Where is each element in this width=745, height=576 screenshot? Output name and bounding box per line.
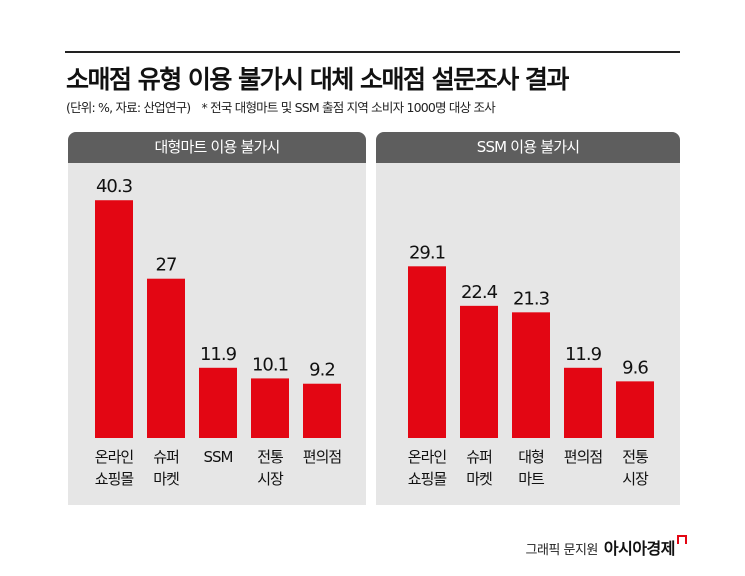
brand-mark-icon: [677, 535, 687, 544]
bar: [564, 367, 602, 438]
category-label: 쇼핑몰: [95, 470, 134, 488]
top-rule: [65, 51, 680, 53]
brand-logo: 아시아경제: [603, 539, 676, 558]
category-label: 시장: [257, 470, 284, 488]
survey-note: * 전국 대형마트 및 SSM 출점 지역 소비자 1000명 대상 조사: [201, 100, 496, 115]
data-label: 11.9: [565, 344, 602, 365]
bar: [408, 266, 446, 438]
category-label: 온라인: [95, 448, 134, 466]
chart-title: 소매점 유형 이용 불가시 대체 소매점 설문조사 결과: [66, 65, 569, 94]
category-label: 마트: [518, 470, 545, 488]
subtitle: (단위: %, 자료: 산업연구) * 전국 대형마트 및 SSM 출점 지역 …: [66, 97, 503, 116]
category-label: 편의점: [564, 448, 602, 466]
credit: 그래픽 문지원 아시아경제: [525, 535, 687, 559]
bar: [95, 200, 133, 438]
data-label: 29.1: [409, 242, 445, 263]
category-label: 편의점: [303, 448, 341, 466]
data-label: 9.6: [622, 357, 648, 378]
panel-title: 대형마트 이용 불가시: [68, 132, 366, 163]
graphic-credit: 그래픽 문지원: [525, 543, 598, 558]
category-label: 대형: [518, 448, 544, 466]
data-label: 9.2: [309, 360, 335, 381]
data-label: 40.3: [96, 176, 133, 197]
category-label: SSM: [204, 448, 233, 466]
data-label: 21.3: [513, 288, 550, 309]
data-label: 22.4: [461, 282, 498, 303]
category-label: 슈퍼: [466, 448, 492, 466]
category-label: 마켓: [153, 470, 179, 488]
category-label: 마켓: [466, 470, 492, 488]
category-label: 슈퍼: [153, 448, 179, 466]
data-label: 10.1: [252, 354, 288, 375]
bar: [251, 378, 289, 438]
category-label: 쇼핑몰: [408, 470, 447, 488]
category-label: 전통: [257, 448, 283, 466]
category-label: 시장: [622, 470, 649, 488]
bar: [460, 305, 498, 438]
unit-source: (단위: %, 자료: 산업연구): [66, 100, 191, 115]
data-label: 11.9: [200, 344, 237, 365]
category-label: 전통: [622, 448, 648, 466]
bar: [512, 312, 550, 438]
bar: [199, 367, 237, 438]
bar: [303, 383, 341, 438]
data-label: 27: [156, 255, 177, 276]
bar: [616, 381, 654, 438]
bar: [147, 278, 185, 438]
panel-title: SSM 이용 불가시: [376, 132, 680, 163]
category-label: 온라인: [408, 448, 447, 466]
